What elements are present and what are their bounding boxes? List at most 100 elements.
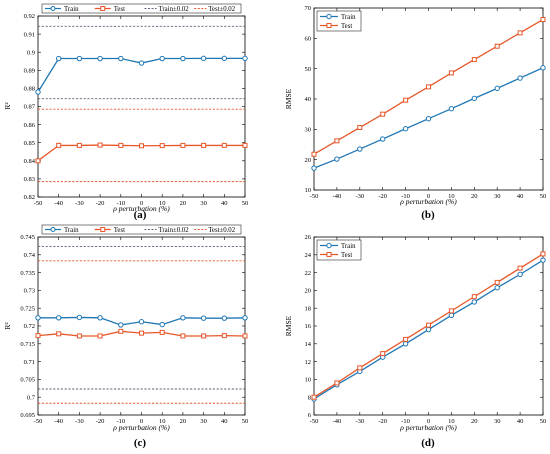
data-point-train xyxy=(494,285,500,291)
data-point-test xyxy=(471,294,477,300)
y-tick-label: 0.9 xyxy=(27,49,35,56)
x-tick-label: -20 xyxy=(96,418,105,425)
x-tick-label: 10 xyxy=(448,418,455,425)
x-tick-label: 20 xyxy=(180,200,187,207)
data-point-train xyxy=(425,326,432,333)
data-point-test xyxy=(118,328,124,334)
panel-c: 0.695 0.7 0.705 0.71 0.715 0.72 0.725 0.73 0.735… xyxy=(3,224,248,449)
y-tick-label: 0.88 xyxy=(24,86,35,93)
data-point-train xyxy=(159,55,165,62)
legend-marker xyxy=(326,13,332,20)
y-tick-label: 0.85 xyxy=(24,140,35,147)
data-point-train xyxy=(425,116,432,122)
legend-box xyxy=(41,3,242,14)
data-point-test xyxy=(540,251,546,257)
legend: Train Test xyxy=(316,10,362,32)
data-point-test xyxy=(517,30,523,36)
legend-label: Test±0.02 xyxy=(208,227,235,234)
x-tick-label: -20 xyxy=(96,200,105,207)
legend-marker xyxy=(326,252,332,257)
y-tick-label: 40 xyxy=(305,96,312,103)
y-tick-label: 60 xyxy=(305,36,312,43)
y-tick-label: 22 xyxy=(305,270,312,277)
x-tick-label: -50 xyxy=(310,418,319,425)
legend-marker xyxy=(50,227,56,232)
y-tick-label: 0.71 xyxy=(24,359,35,366)
data-point-train xyxy=(159,321,165,328)
data-point-test xyxy=(56,142,62,148)
x-tick-label: 50 xyxy=(540,193,547,200)
data-point-test xyxy=(159,329,165,335)
y-tick-label: 0.73 xyxy=(24,288,35,295)
y-tick-label: 0.87 xyxy=(24,104,36,111)
x-tick-label: -10 xyxy=(401,193,410,200)
data-point-test xyxy=(517,265,523,271)
legend-label: Test xyxy=(341,23,352,30)
legend-label: Test xyxy=(114,6,125,13)
panel-caption: (a) xyxy=(134,209,147,221)
x-tick-label: 0 xyxy=(140,418,143,425)
plot-area-a xyxy=(37,15,246,198)
data-point-test xyxy=(221,142,227,148)
y-tick-label: 0.89 xyxy=(24,68,35,75)
data-point-train xyxy=(180,315,186,321)
data-point-train xyxy=(97,315,103,321)
y-axis-label: R² xyxy=(3,322,12,330)
data-point-test xyxy=(426,322,431,328)
data-point-test xyxy=(380,111,386,117)
data-point-train xyxy=(471,95,477,102)
data-point-test xyxy=(180,142,186,148)
data-point-test xyxy=(35,333,41,339)
data-point-test xyxy=(311,394,317,400)
data-point-test xyxy=(380,351,386,357)
data-point-test xyxy=(118,142,124,148)
legend-marker xyxy=(326,242,332,249)
panel-d: 6 8 10 12 14 16 18 20 22 24 26 -50 -40 -30 -20 -10 0 10 20… xyxy=(284,234,546,449)
legend-label: Test±0.02 xyxy=(208,6,235,13)
y-tick-label: 8 xyxy=(308,394,311,401)
legend-label: Train xyxy=(341,243,356,250)
data-point-test xyxy=(201,142,207,148)
plot-area-c xyxy=(37,236,246,416)
x-tick-label: -30 xyxy=(355,418,364,425)
data-point-train xyxy=(200,55,207,62)
legend-box xyxy=(41,224,242,235)
data-point-train xyxy=(494,85,500,92)
data-point-train xyxy=(221,315,228,321)
x-tick-label: 40 xyxy=(517,418,524,425)
data-point-test xyxy=(357,125,363,131)
x-tick-label: -10 xyxy=(401,418,410,425)
data-point-train xyxy=(448,312,455,319)
data-point-test xyxy=(242,333,248,339)
x-tick-label: -10 xyxy=(116,200,125,207)
data-point-test xyxy=(180,333,186,339)
x-tick-label: 20 xyxy=(471,193,478,200)
y-axis-label: RMSE xyxy=(284,315,293,336)
legend: Train Test xyxy=(316,239,362,261)
panel-a: 0.82 0.83 0.84 0.85 0.86 0.87 0.88 0.89 0.9 0.91 0… xyxy=(3,3,248,221)
data-point-train xyxy=(517,75,523,81)
data-point-train xyxy=(242,315,248,321)
legend-label: Train xyxy=(341,14,356,21)
x-tick-label: -50 xyxy=(34,200,43,207)
y-tick-label: 10 xyxy=(305,377,312,384)
x-tick-label: -30 xyxy=(75,200,84,207)
y-tick-label: 0.695 xyxy=(20,412,35,419)
y-tick-label: 30 xyxy=(305,127,312,134)
data-point-test xyxy=(334,380,340,386)
data-point-train xyxy=(357,146,363,152)
legend-marker xyxy=(100,227,106,232)
data-point-train xyxy=(138,60,145,66)
data-point-train xyxy=(221,55,228,62)
data-point-test xyxy=(403,97,409,103)
data-point-test xyxy=(97,333,103,339)
x-tick-label: -40 xyxy=(54,200,63,207)
data-point-test xyxy=(403,336,409,342)
panel-b: 10 20 30 40 50 60 70 -50 -40 -30 -20 -10 0 10 20 30 40 50… xyxy=(284,5,546,221)
x-tick-label: 10 xyxy=(159,418,166,425)
data-point-test xyxy=(97,142,103,148)
data-point-train xyxy=(540,257,546,263)
data-point-test xyxy=(471,57,477,63)
data-point-test xyxy=(35,158,41,164)
panel-caption: (c) xyxy=(134,437,147,449)
